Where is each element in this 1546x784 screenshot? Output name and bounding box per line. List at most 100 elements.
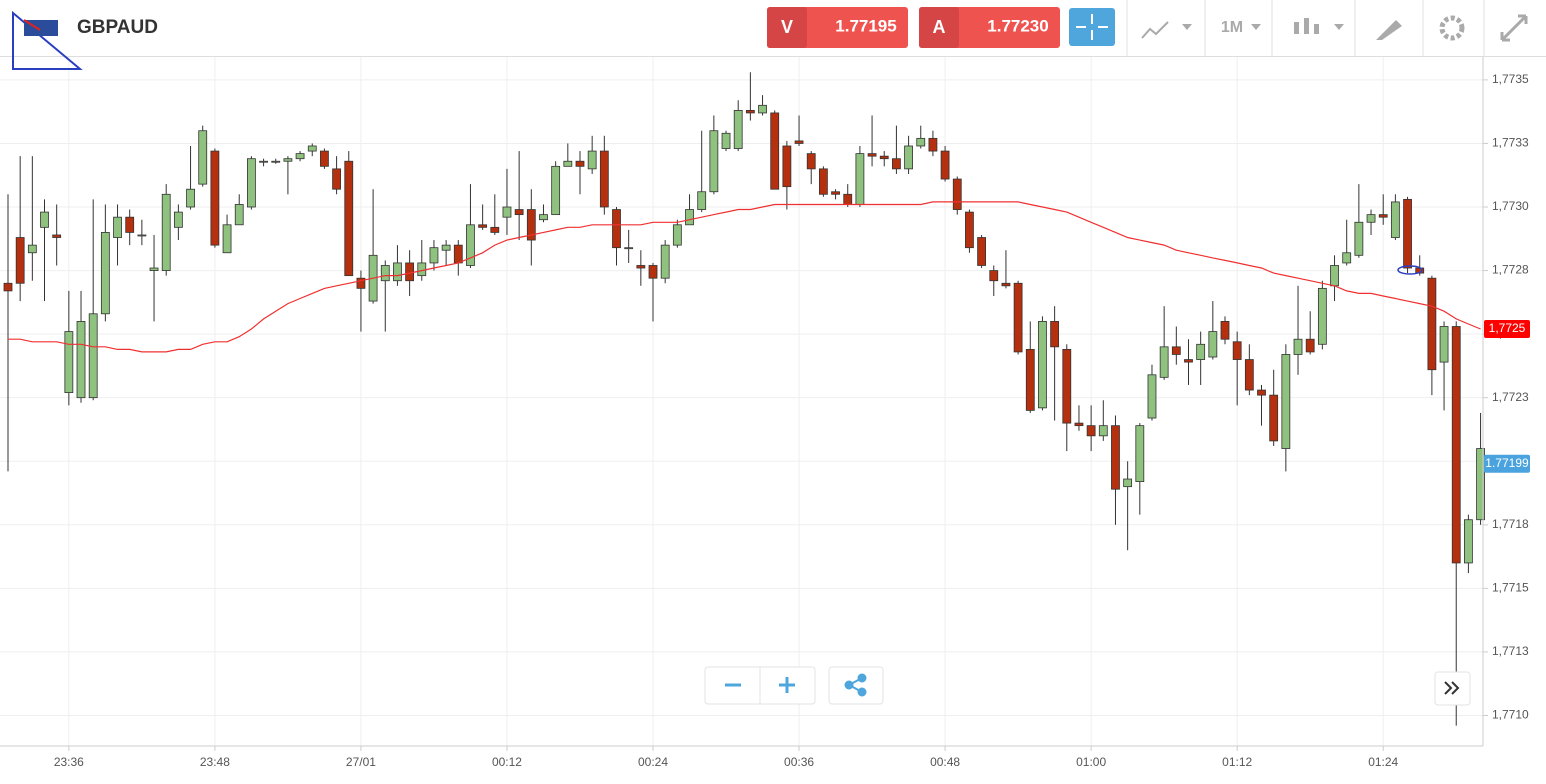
sell-price: 1.77195 — [835, 16, 896, 35]
candle-body — [173, 211, 183, 228]
candle-body — [1062, 348, 1072, 424]
icon-bar — [1314, 24, 1319, 34]
candle-body — [246, 158, 256, 208]
settings-icon[interactable] — [1439, 15, 1465, 41]
x-tick-label: 00:24 — [638, 755, 668, 769]
candle-body — [1025, 348, 1035, 411]
flag-icon — [24, 20, 58, 36]
y-tick-label: 1,7718 — [1492, 517, 1529, 531]
x-tick-label: 00:36 — [784, 755, 814, 769]
chart-type-icon[interactable] — [1294, 18, 1344, 34]
candle-body — [1159, 346, 1169, 378]
candle-body — [1038, 321, 1047, 409]
candle-body — [1330, 265, 1339, 287]
candle-body — [1451, 326, 1461, 564]
x-tick-label: 01:00 — [1076, 755, 1106, 769]
candle-body — [1439, 326, 1449, 363]
buy-price: 1.77230 — [987, 16, 1048, 35]
candle-body — [76, 321, 86, 399]
draw-icon[interactable] — [1376, 20, 1402, 40]
x-tick-label: 23:36 — [54, 755, 84, 769]
candle-body — [15, 237, 25, 284]
candle-body — [831, 191, 840, 195]
candle-body — [928, 137, 938, 152]
candle-body — [685, 209, 694, 226]
candle-body — [879, 155, 889, 160]
candle-body — [307, 145, 317, 152]
candle-body — [697, 191, 707, 210]
y-tick-label: 1,7723 — [1492, 390, 1529, 404]
candle-body — [113, 216, 122, 238]
candle-body — [1074, 422, 1084, 427]
candle-body — [721, 132, 731, 149]
candle-body — [1123, 478, 1133, 488]
candle-body — [405, 262, 415, 282]
candle-body — [648, 265, 658, 279]
candle-body — [429, 247, 439, 264]
candle-body — [1232, 341, 1242, 360]
candle-body — [977, 237, 986, 266]
symbol-title: GBPAUD — [77, 17, 158, 38]
crosshair-button[interactable] — [1069, 8, 1115, 46]
candle-body — [295, 153, 305, 160]
timeframe-button[interactable]: 1M — [1221, 19, 1243, 36]
dropdown-arrow — [1251, 24, 1261, 30]
candle-body — [989, 270, 999, 282]
buy-label-bg — [919, 7, 959, 48]
candle-body — [1354, 221, 1364, 256]
candle-body — [198, 130, 208, 185]
candle-body — [1244, 359, 1254, 391]
candle-body — [283, 158, 293, 162]
candle-body — [137, 234, 147, 237]
candle-body — [599, 150, 609, 208]
candle-body — [1086, 425, 1096, 437]
candle-body — [441, 244, 451, 251]
y-tick-label: 1,7728 — [1492, 263, 1529, 277]
candle-body — [1196, 343, 1206, 360]
candle-body — [64, 331, 74, 394]
icon-bar — [1304, 18, 1309, 34]
candle-body — [52, 234, 62, 238]
candle-body — [332, 168, 341, 190]
candle-body — [1476, 448, 1485, 521]
candle-body — [149, 267, 159, 271]
candle-body — [1317, 287, 1327, 345]
x-tick-label: 27/01 — [346, 755, 376, 769]
dropdown-arrow — [1334, 24, 1344, 30]
x-tick-label: 23:48 — [200, 755, 230, 769]
toolbar-separators — [1126, 0, 1485, 56]
y-tick-label: 1,7715 — [1492, 581, 1529, 595]
fullscreen-icon[interactable] — [1500, 14, 1528, 42]
sell-button[interactable]: V 1.77195 — [767, 7, 908, 48]
candle-body — [575, 160, 585, 167]
candle-body — [758, 104, 767, 114]
candle-body — [1050, 321, 1060, 348]
candle-body — [222, 224, 232, 254]
candle-body — [1013, 282, 1023, 353]
indicator-icon[interactable] — [1141, 21, 1169, 39]
candle-body — [806, 153, 816, 170]
candle-body — [186, 188, 195, 208]
candle-body — [733, 109, 743, 149]
zoom-in[interactable] — [779, 677, 795, 693]
header: GBPAUD V 1.77195 A 1.77230 1M — [0, 0, 1546, 70]
candle-body — [587, 150, 597, 170]
icon-bar — [1294, 22, 1299, 34]
candle-body — [88, 313, 98, 399]
candle-body — [892, 158, 901, 170]
plot-area — [0, 57, 1488, 751]
candle-body — [1098, 425, 1108, 437]
candle-body — [770, 112, 780, 190]
x-tick-label: 00:48 — [930, 755, 960, 769]
scroll-right[interactable] — [1434, 671, 1471, 706]
candle-body — [1001, 282, 1011, 287]
candle-body — [965, 211, 974, 249]
candle-body — [1269, 394, 1279, 442]
share-box[interactable] — [828, 666, 884, 705]
zoom-controls — [704, 666, 1471, 706]
buy-button[interactable]: A 1.77230 — [919, 7, 1060, 48]
candle-body — [478, 224, 488, 228]
y-tick-label: 1,7735 — [1492, 72, 1529, 86]
candle-body — [1281, 354, 1291, 449]
candle-body — [271, 160, 281, 163]
